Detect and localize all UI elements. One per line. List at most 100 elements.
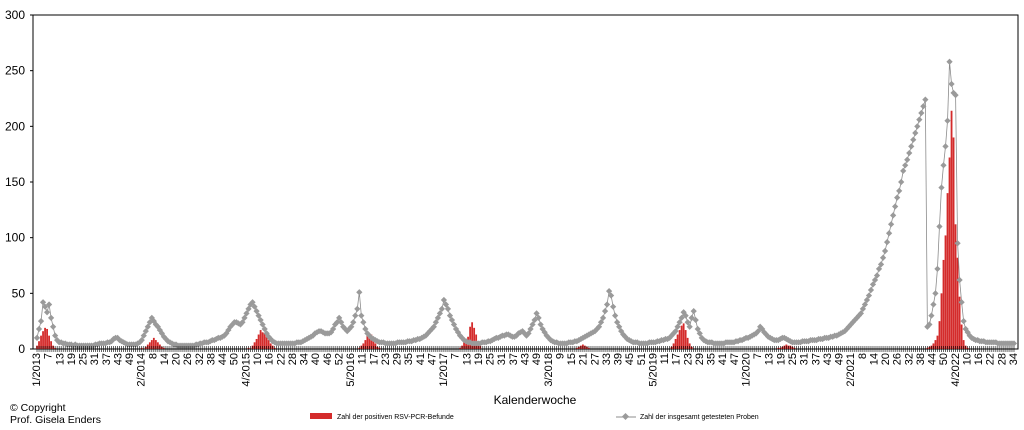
x-tick-label: 25 [78,353,90,365]
x-tick-label: 26 [182,353,194,365]
x-tick-label: 34 [1008,353,1020,365]
x-tick-label: 43 [822,353,834,365]
bar-positive [44,327,46,349]
x-tick-label: 50 [938,353,950,365]
bar-positive [50,341,53,349]
legend-marker-tested [621,412,630,421]
bar-positive [958,296,961,349]
tested-samples-line [33,58,1018,349]
x-tick-label: 1/2020 [740,353,752,387]
x-tick-label: 20 [171,353,183,365]
x-tick-label: 44 [217,353,229,365]
bar-positive [46,328,48,349]
x-tick-label: 32 [194,353,206,365]
bar-positive [952,137,955,349]
y-tick-label: 250 [5,64,25,78]
bar-positive [463,342,465,349]
x-tick-label: 10 [252,353,264,365]
x-tick-label: 31 [496,353,508,365]
bar-positive [42,331,44,349]
bar-positive [684,330,687,349]
bar-positive [680,325,683,349]
x-tick-label: 52 [333,353,345,365]
bar-positive [48,335,51,349]
tested-point [525,330,532,337]
legend-label-tested: Zahl der insgesamt getesteten Proben [640,414,759,421]
tested-point [362,325,369,333]
copyright-note: © Copyright Prof. Gisela Enders [10,402,101,426]
x-tick-label: 22 [275,353,287,365]
bar-positive [364,340,367,349]
x-tick-label: 40 [310,353,322,365]
tested-point [440,296,448,304]
tested-point [336,314,343,321]
x-tick-label: 5/2019 [647,353,659,387]
bar-positive [954,224,957,349]
bar-positive [956,257,959,349]
x-tick-label: 25 [485,353,497,365]
x-tick-label: 17 [368,353,380,365]
copyright-line-2: Prof. Gisela Enders [10,414,102,426]
x-tick-label: 43 [112,353,124,365]
tested-point [926,321,933,328]
tested-point [952,92,959,99]
x-tick-label: 22 [985,353,997,365]
tested-point [430,323,437,330]
x-tick-label: 35 [706,353,718,365]
x-tick-label: 1/2013 [31,353,43,387]
x-tick-label: 7 [450,353,462,359]
bar-positive [934,340,937,349]
copyright-line-1: © Copyright [10,402,66,414]
bar-positive [38,341,40,349]
x-tick-label: 17 [671,353,683,365]
tested-point [879,254,887,261]
x-tick-label: 49 [531,353,543,365]
tested-point [450,321,458,328]
bar-positive [253,342,256,349]
tested-point [696,330,703,337]
tested-point [605,287,613,295]
tested-point [871,276,879,284]
x-tick-label: 49 [834,353,846,365]
tested-point [599,314,607,321]
tested-point [442,301,450,308]
tested-point [358,312,365,319]
x-tick-label: 47 [426,353,438,365]
x-tick-label: 11 [659,353,671,364]
tested-point [958,299,965,306]
x-tick-label: 11 [357,353,369,364]
x-tick-label: 21 [578,353,590,365]
x-tick-label: 37 [508,353,520,365]
x-tick-label: 43 [520,353,532,365]
bar-positive [950,110,953,349]
x-tick-label: 19 [775,353,787,365]
tested-point [1010,340,1018,347]
bar-positive [678,330,681,349]
bar-positive [40,335,42,349]
tested-point [138,336,145,344]
bar-positive [152,337,155,349]
tested-point [352,312,359,319]
x-tick-label: 39 [613,353,625,365]
tested-point [533,310,540,317]
tested-point [448,316,456,324]
x-tick-label: 5/2016 [345,353,357,387]
bar-positive [267,340,270,349]
x-tick-label: 2/2021 [845,353,857,387]
x-tick-label: 19 [66,353,78,365]
x-tick-label: 8 [857,353,869,359]
x-tick-label: 15 [566,353,578,365]
bar-positive [686,337,689,349]
x-tick-label: 7 [43,353,55,359]
x-tick-label: 10 [961,353,973,365]
tested-point [444,305,452,313]
x-tick-label: 19 [473,353,485,365]
positive-rsv-bars [36,110,969,349]
tested-point [446,312,454,319]
x-tick-label: 13 [54,353,66,365]
bar-positive [473,327,476,349]
bar-positive [938,321,941,349]
x-tick-label: 41 [415,353,427,365]
bar-positive [944,235,947,349]
